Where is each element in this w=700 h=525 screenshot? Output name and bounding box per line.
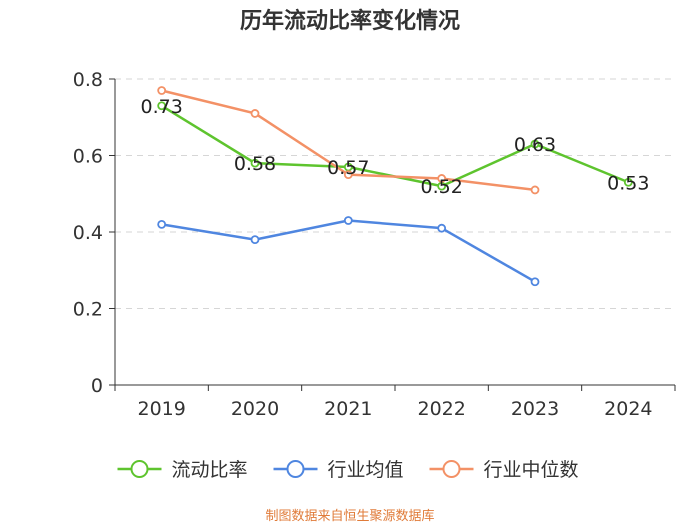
x-tick-label: 2020 [231,398,279,420]
x-tick-label: 2019 [137,398,185,420]
series-line-1 [161,219,536,283]
x-tick-label: 2024 [604,398,652,420]
data-point[interactable] [530,139,540,149]
data-point[interactable] [623,177,633,187]
legend-item-0[interactable]: 流动比率 [117,459,248,481]
x-tick-label: 2022 [417,398,465,420]
data-point[interactable] [157,219,167,229]
data-point[interactable] [343,170,353,180]
data-label: 0.57 [327,157,369,179]
y-tick-label: 0.4 [73,222,103,244]
chart-title: 历年流动比率变化情况 [240,8,460,34]
data-point[interactable] [250,109,260,118]
data-point[interactable] [250,158,260,168]
y-tick-label: 0.8 [73,69,103,91]
data-point[interactable] [437,174,447,183]
y-tick-label: 0.6 [73,146,103,168]
data-point[interactable] [157,86,167,95]
data-point[interactable] [530,185,540,195]
data-labels: 0.73 0.58 0.57 0.52 0.63 0.53 [141,96,650,198]
source-note: 制图数据来自恒生聚源数据库 [265,508,434,524]
data-label: 0.53 [607,172,649,194]
legend-marker [130,460,149,478]
y-tick-label: 0 [91,375,103,397]
legend-marker [286,460,305,478]
legend-label: 流动比率 [172,459,248,481]
legend: 流动比率 行业均值 行业中位数 [117,459,579,481]
data-label: 0.73 [141,96,183,118]
data-point[interactable] [343,216,353,225]
series-lines [157,86,633,287]
legend-marker [442,460,461,478]
legend-item-2[interactable]: 行业中位数 [429,459,579,481]
x-tick-label: 2021 [324,398,372,420]
legend-label: 行业中位数 [484,459,579,481]
data-label: 0.58 [234,153,276,175]
legend-label: 行业均值 [328,459,404,481]
axes: 0 0.2 0.4 0.6 0.8 2019 2020 2021 2022 2023 2024 [73,69,676,420]
y-tick-label: 0.2 [73,299,103,321]
legend-item-1[interactable]: 行业均值 [273,459,404,481]
data-point[interactable] [530,277,540,287]
grid-lines [115,78,675,309]
data-point[interactable] [437,223,447,233]
series-line-0 [161,104,629,188]
data-point[interactable] [157,101,167,111]
data-label: 0.63 [514,134,556,156]
x-tick-label: 2023 [511,398,559,420]
data-label: 0.52 [421,176,463,198]
data-point[interactable] [250,235,260,245]
